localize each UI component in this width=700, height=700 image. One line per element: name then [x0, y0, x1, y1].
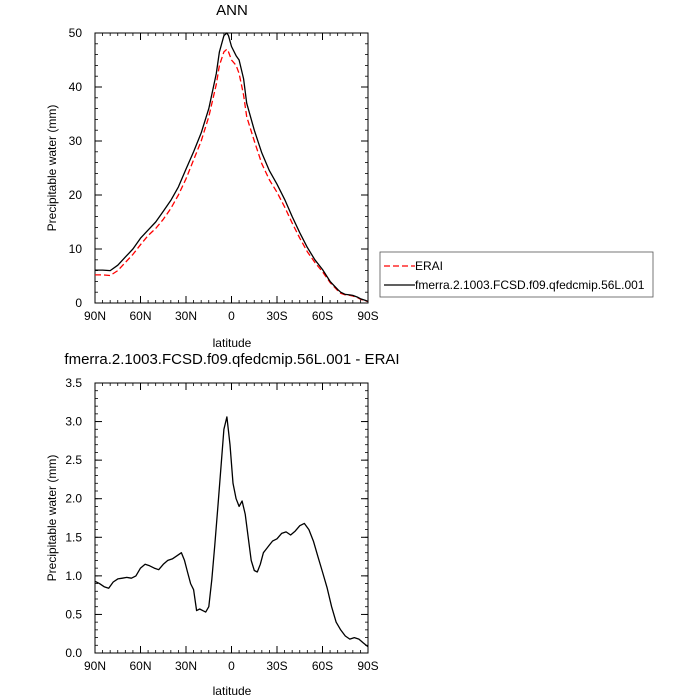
top-x-tick-label: 60S — [312, 309, 333, 323]
top-plot: 90N 60N 30N 0 30S 60S 90S 0 10 20 30 40 50 — [69, 26, 379, 323]
top-y-tick-label: 30 — [69, 134, 83, 148]
bottom-x-tick-label: 0 — [228, 659, 235, 673]
bottom-y-tick-label: 1.5 — [65, 530, 82, 544]
top-x-tick-label: 90S — [357, 309, 378, 323]
bottom-x-axis-label: latitude — [213, 684, 252, 698]
top-y-tick-label: 0 — [75, 296, 82, 310]
top-x-tick-label: 90N — [84, 309, 106, 323]
bottom-x-tick-label: 30S — [266, 659, 287, 673]
top-y-tick-label: 10 — [69, 242, 83, 256]
bottom-plot: 90N 60N 30N 0 30S 60S 90S 0.0 0.5 1.0 1.5 2.0 2.5 3.0… — [65, 376, 378, 673]
top-x-tick-label: 0 — [228, 309, 235, 323]
top-x-tick-label: 30N — [175, 309, 197, 323]
legend-model-label: fmerra.2.1003.FCSD.f09.qfedcmip.56L.001 — [415, 278, 645, 292]
bottom-y-tick-label: 0.5 — [65, 607, 82, 621]
bottom-chart-title: fmerra.2.1003.FCSD.f09.qfedcmip.56L.001 … — [64, 351, 399, 368]
top-x-tick-label: 60N — [129, 309, 151, 323]
top-series-line-0 — [95, 48, 369, 303]
bottom-plot-frame — [94, 382, 369, 654]
bottom-y-tick-label: 3.0 — [65, 415, 82, 429]
top-y-tick-label: 20 — [69, 188, 83, 202]
bottom-y-tick-label: 0.0 — [65, 646, 82, 660]
legend-erai-label: ERAI — [415, 259, 443, 273]
bottom-y-tick-label: 2.0 — [65, 492, 82, 506]
top-series-line-1 — [95, 32, 369, 303]
top-chart-title: ANN — [216, 2, 248, 19]
top-y-tick-label: 50 — [69, 26, 83, 40]
legend: ERAI fmerra.2.1003.FCSD.f09.qfedcmip.56L… — [379, 251, 654, 298]
bottom-y-tick-label: 1.0 — [65, 569, 82, 583]
bottom-x-tick-label: 30N — [175, 659, 197, 673]
bottom-x-tick-label: 90N — [84, 659, 106, 673]
top-plot-frame — [94, 32, 369, 304]
top-x-axis-label: latitude — [213, 336, 252, 350]
bottom-x-tick-label: 90S — [357, 659, 378, 673]
bottom-y-tick-label: 2.5 — [65, 453, 82, 467]
legend-box — [379, 251, 654, 298]
bottom-x-tick-label: 60N — [129, 659, 151, 673]
bottom-y-tick-label: 3.5 — [65, 376, 82, 390]
bottom-series-line-0 — [94, 416, 369, 648]
top-x-tick-label: 30S — [266, 309, 287, 323]
top-y-tick-label: 40 — [69, 80, 83, 94]
bottom-y-axis-label: Precipitable water (mm) — [45, 455, 59, 582]
top-y-axis-label: Precipitable water (mm) — [45, 105, 59, 232]
bottom-x-tick-label: 60S — [312, 659, 333, 673]
